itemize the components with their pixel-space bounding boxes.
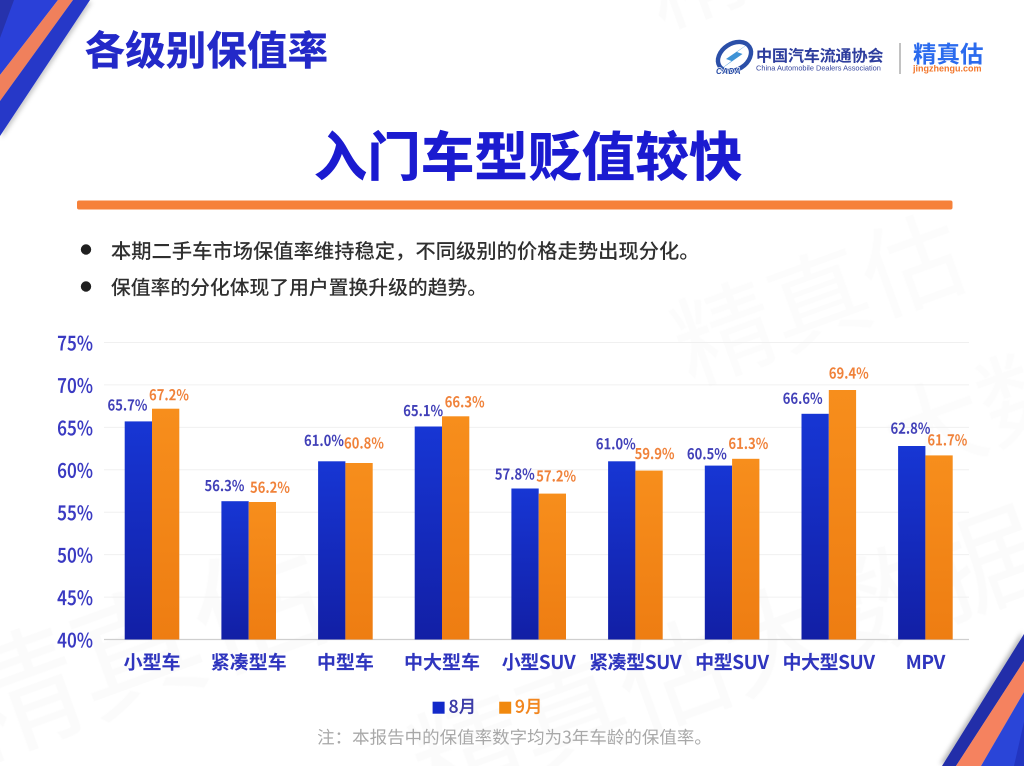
svg-text:jingzhengu.com: jingzhengu.com: [912, 64, 982, 74]
svg-text:China Automobile Dealers Assoc: China Automobile Dealers Association: [756, 64, 881, 73]
svg-text:CADA: CADA: [716, 67, 741, 76]
